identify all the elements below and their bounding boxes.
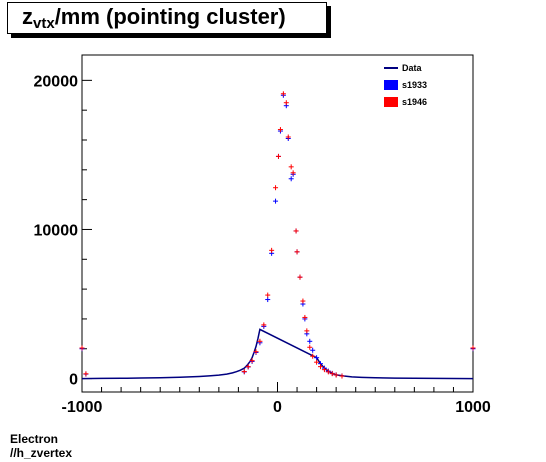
x-tick-label: 0: [273, 399, 282, 416]
s1933-point: [307, 338, 313, 344]
s1933-point: [265, 297, 271, 303]
s1946-point: [257, 338, 263, 344]
s1946-point: [321, 367, 327, 373]
plot-title-box: zvtx/mm (pointing cluster): [7, 2, 327, 34]
s1946-point: [302, 314, 308, 320]
s1946-point: [269, 247, 275, 253]
s1946-point: [339, 373, 345, 379]
s1946-point: [275, 153, 281, 159]
s1946-point: [333, 372, 339, 378]
s1946-point: [290, 170, 296, 176]
s1946-point: [249, 358, 255, 364]
s1946-point: [273, 185, 279, 191]
s1946-point: [277, 127, 283, 133]
plot-area: [81, 54, 474, 393]
s1946-point: [297, 274, 303, 280]
s1946-point: [304, 328, 310, 334]
legend-label-Data: Data: [402, 63, 423, 73]
s1946-point: [293, 228, 299, 234]
legend-label-s1946: s1946: [402, 97, 427, 107]
x-tick-label: 1000: [455, 399, 491, 416]
s1946-point: [283, 100, 289, 106]
plot-title: zvtx/mm (pointing cluster): [22, 4, 286, 32]
y-tick-label: 20000: [34, 73, 79, 90]
legend-label-s1933: s1933: [402, 80, 427, 90]
s1933-point: [273, 198, 279, 204]
s1946-point: [318, 364, 324, 370]
legend-swatch-s1933: [384, 80, 398, 90]
s1946-point: [470, 345, 476, 351]
footer-label-1: Electron: [10, 432, 59, 446]
s1946-point: [280, 91, 286, 97]
s1946-point: [294, 249, 300, 255]
s1946-point: [285, 134, 291, 140]
x-tick-label: -1000: [62, 399, 103, 416]
s1946-point: [314, 359, 320, 365]
axis-ticks: [81, 79, 474, 392]
s1946-point: [310, 353, 316, 359]
legend: Data s1933 s1946: [384, 63, 427, 107]
s1946-point: [79, 345, 85, 351]
s1946-point: [83, 371, 89, 377]
y-tick-label: 10000: [34, 222, 79, 239]
s1933-point: [314, 355, 320, 361]
s1946-point: [325, 369, 331, 375]
s1946-point: [300, 298, 306, 304]
s1946-point: [245, 364, 251, 370]
s1946-point: [241, 369, 247, 375]
s1946-point: [261, 322, 267, 328]
legend-swatch-s1946: [384, 97, 398, 107]
series-markers: [79, 91, 476, 379]
y-tick-label: 0: [69, 372, 78, 389]
s1933-point: [288, 176, 294, 182]
footer-label-2: //h_zvertex: [10, 446, 73, 460]
s1946-point: [288, 164, 294, 170]
s1946-point: [329, 371, 335, 377]
s1946-point: [253, 349, 259, 355]
s1933-point: [310, 347, 316, 353]
s1946-point: [265, 292, 271, 298]
s1946-point: [307, 344, 313, 350]
plot-frame: [81, 54, 474, 393]
